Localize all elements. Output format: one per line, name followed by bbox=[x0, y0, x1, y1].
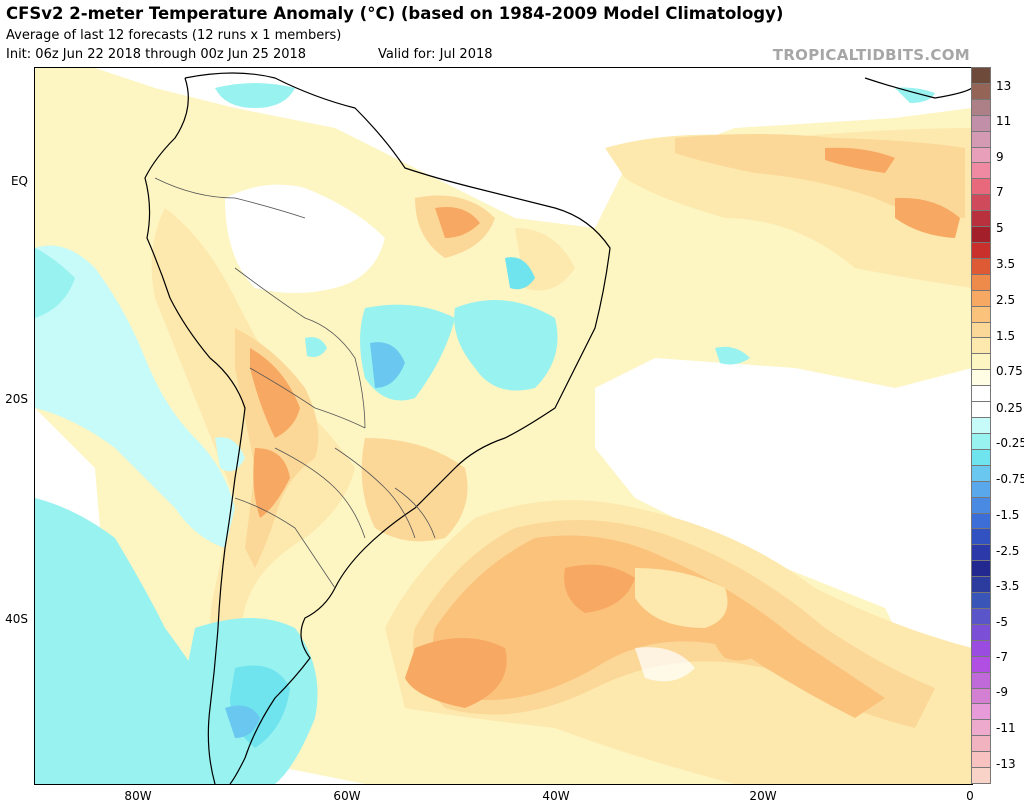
colorbar-tick-label: 0.25 bbox=[996, 401, 1023, 415]
colorbar-swatch bbox=[971, 719, 991, 737]
lat-label-40s: 40S bbox=[5, 612, 28, 626]
colorbar-tick-label: -0.75 bbox=[996, 472, 1024, 486]
map-canvas bbox=[35, 68, 972, 784]
colorbar-swatch bbox=[971, 464, 991, 482]
colorbar-swatch bbox=[971, 178, 991, 196]
colorbar-swatch bbox=[971, 130, 991, 148]
colorbar-swatch bbox=[971, 305, 991, 323]
lon-label-0: 0 bbox=[966, 789, 974, 803]
colorbar bbox=[971, 67, 991, 784]
colorbar-swatch bbox=[971, 257, 991, 275]
colorbar-swatch bbox=[971, 528, 991, 546]
colorbar-swatch bbox=[971, 114, 991, 132]
colorbar-tick-label: -0.25 bbox=[996, 436, 1024, 450]
map-title: CFSv2 2-meter Temperature Anomaly (°C) (… bbox=[6, 4, 784, 23]
colorbar-tick-label: -9 bbox=[996, 685, 1008, 699]
colorbar-swatch bbox=[971, 289, 991, 307]
colorbar-swatch bbox=[971, 162, 991, 180]
colorbar-swatch bbox=[971, 321, 991, 339]
colorbar-swatch bbox=[971, 767, 991, 784]
colorbar-swatch bbox=[971, 401, 991, 419]
colorbar-swatch bbox=[971, 623, 991, 641]
colorbar-swatch bbox=[971, 448, 991, 466]
colorbar-swatch bbox=[971, 592, 991, 609]
colorbar-swatch bbox=[971, 353, 991, 371]
colorbar-swatch bbox=[971, 82, 991, 100]
colorbar-swatch bbox=[971, 146, 991, 164]
init-range: Init: 06z Jun 22 2018 through 00z Jun 25… bbox=[6, 47, 307, 62]
colorbar-swatch bbox=[971, 417, 991, 434]
colorbar-tick-label: 1.5 bbox=[996, 329, 1016, 343]
anomaly-map bbox=[34, 67, 973, 785]
country-borders bbox=[154, 177, 436, 589]
colorbar-swatch bbox=[971, 337, 991, 355]
colorbar-swatch bbox=[971, 655, 991, 673]
lon-label-80w: 80W bbox=[124, 789, 152, 803]
colorbar-tick-label: -13 bbox=[996, 757, 1016, 771]
colorbar-tick-label: 3.5 bbox=[996, 257, 1016, 271]
colorbar-swatch bbox=[971, 385, 991, 403]
colorbar-tick-label: -1.5 bbox=[996, 508, 1020, 522]
colorbar-swatch bbox=[971, 273, 991, 291]
colorbar-tick-label: 11 bbox=[996, 114, 1012, 128]
brand-watermark: TROPICALTIDBITS.COM bbox=[772, 46, 970, 64]
colorbar-swatch bbox=[971, 226, 991, 244]
colorbar-swatch bbox=[971, 194, 991, 212]
colorbar-swatch bbox=[971, 512, 991, 530]
colorbar-swatch bbox=[971, 432, 991, 450]
colorbar-tick-label: -7 bbox=[996, 650, 1008, 664]
colorbar-tick-label: 9 bbox=[996, 150, 1004, 164]
lon-label-60w: 60W bbox=[333, 789, 361, 803]
colorbar-tick-label: 13 bbox=[996, 79, 1012, 93]
lon-label-40w: 40W bbox=[542, 789, 570, 803]
colorbar-tick-label: 5 bbox=[996, 221, 1004, 235]
map-subtitle: Average of last 12 forecasts (12 runs x … bbox=[6, 28, 342, 43]
colorbar-swatch bbox=[971, 703, 991, 721]
colorbar-swatch bbox=[971, 639, 991, 657]
colorbar-swatch bbox=[971, 480, 991, 498]
colorbar-tick-label: -11 bbox=[996, 721, 1016, 735]
colorbar-swatch bbox=[971, 98, 991, 116]
colorbar-tick-label: -3.5 bbox=[996, 579, 1020, 593]
colorbar-swatch bbox=[971, 242, 991, 259]
colorbar-tick-label: 0.75 bbox=[996, 364, 1023, 378]
colorbar-swatch bbox=[971, 687, 991, 705]
lat-label-20s: 20S bbox=[5, 392, 28, 406]
lon-label-20w: 20W bbox=[749, 789, 777, 803]
colorbar-swatch bbox=[971, 369, 991, 387]
colorbar-tick-label: -5 bbox=[996, 615, 1008, 629]
valid-date: Valid for: Jul 2018 bbox=[378, 47, 493, 62]
colorbar-swatch bbox=[971, 496, 991, 514]
colorbar-swatch bbox=[971, 210, 991, 228]
colorbar-swatch bbox=[971, 735, 991, 753]
colorbar-swatch bbox=[971, 560, 991, 578]
colorbar-tick-label: -2.5 bbox=[996, 544, 1020, 558]
colorbar-swatch bbox=[971, 67, 991, 84]
coastlines bbox=[144, 72, 972, 784]
anomaly-field bbox=[35, 68, 972, 784]
colorbar-swatch bbox=[971, 576, 991, 594]
colorbar-swatch bbox=[971, 671, 991, 689]
colorbar-swatch bbox=[971, 544, 991, 562]
lat-label-eq: EQ bbox=[10, 174, 28, 188]
colorbar-swatch bbox=[971, 751, 991, 769]
colorbar-tick-label: 7 bbox=[996, 185, 1004, 199]
colorbar-tick-label: 2.5 bbox=[996, 293, 1016, 307]
colorbar-swatch bbox=[971, 607, 991, 625]
